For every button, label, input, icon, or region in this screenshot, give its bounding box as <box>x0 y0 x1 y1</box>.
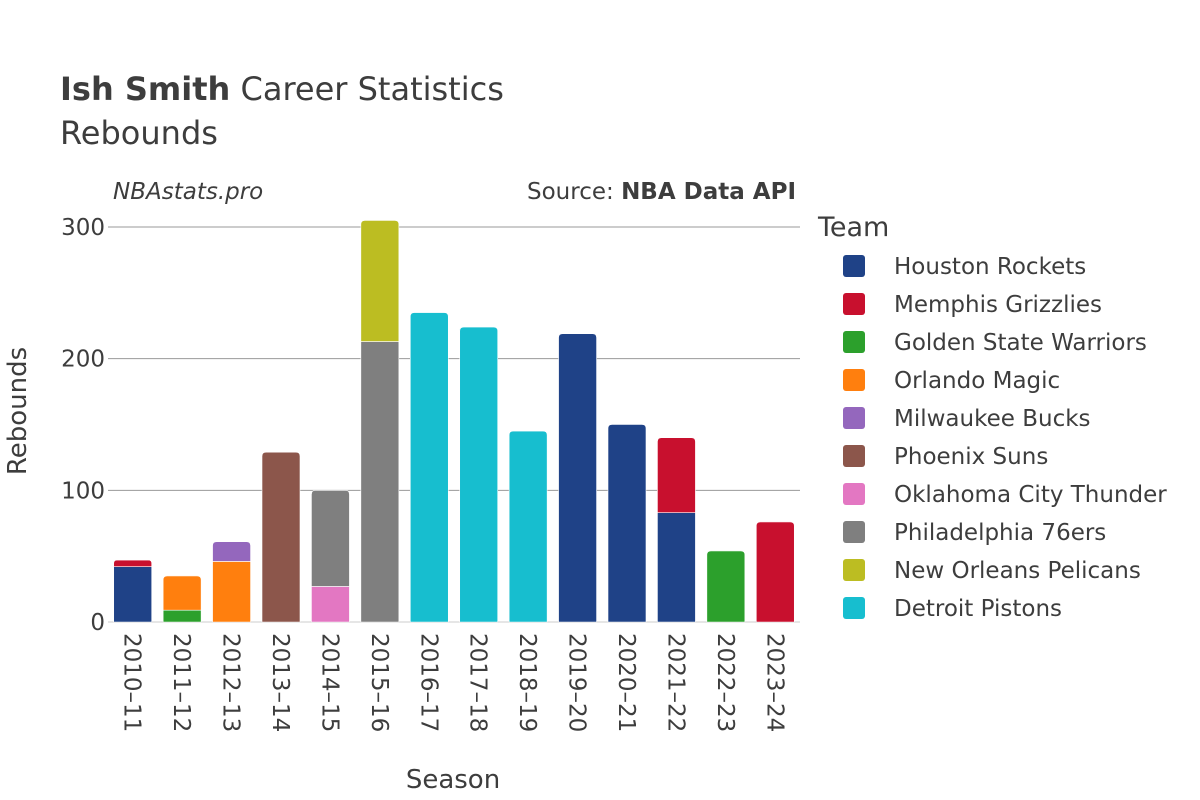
legend-label: Detroit Pistons <box>894 596 1062 622</box>
bar-segment <box>212 561 251 623</box>
x-tick-label: 2021–22 <box>662 633 688 732</box>
x-tick-label: 2019–20 <box>564 633 590 732</box>
legend-label: Philadelphia 76ers <box>894 520 1106 546</box>
source-credit: Source: NBA Data API <box>527 179 796 205</box>
bar-segment <box>311 586 350 623</box>
legend-swatch <box>843 445 865 467</box>
y-tick-label: 200 <box>61 347 105 373</box>
y-tick-label: 100 <box>61 478 105 504</box>
legend-swatch <box>843 255 865 277</box>
site-credit: NBAstats.pro <box>113 179 263 205</box>
bar-segment <box>162 609 202 623</box>
x-tick-label: 2015–16 <box>366 633 392 732</box>
x-axis-title: Season <box>406 765 500 795</box>
legend-swatch <box>843 369 865 391</box>
legend-swatch <box>843 559 865 581</box>
bar-segment <box>113 566 153 623</box>
legend-label: Memphis Grizzlies <box>894 292 1102 318</box>
legend-label: Orlando Magic <box>894 368 1060 394</box>
legend-swatch <box>843 407 865 429</box>
x-tick-label: 2012–13 <box>218 633 244 732</box>
legend-label: Houston Rockets <box>894 254 1086 280</box>
legend: Houston Rockets Memphis Grizzlies Golden S… <box>843 254 1167 622</box>
y-axis-title: Rebounds <box>3 347 33 475</box>
bar-segment <box>311 490 350 587</box>
legend-swatch <box>843 331 865 353</box>
bar-segment <box>706 550 746 623</box>
grid-lines <box>108 226 800 623</box>
bar-segment <box>657 512 696 623</box>
bar-segment <box>261 451 301 623</box>
chart-subtitle: Rebounds <box>60 114 218 152</box>
x-tick-label: 2010–11 <box>119 633 145 732</box>
x-tick-label: 2023–24 <box>761 633 787 732</box>
title-rest: Career Statistics <box>230 70 504 108</box>
bar-segment <box>657 437 696 514</box>
x-tick-label: 2018–19 <box>514 633 540 732</box>
source-name: NBA Data API <box>621 179 796 205</box>
source-prefix: Source: <box>527 179 621 205</box>
title-player: Ish Smith <box>60 70 230 108</box>
x-tick-label: 2020–21 <box>613 633 639 732</box>
chart-title: Ish Smith Career Statistics <box>60 70 504 108</box>
y-tick-label: 300 <box>61 215 105 241</box>
legend-label: Golden State Warriors <box>894 330 1147 356</box>
bar-segment <box>162 575 202 611</box>
legend-swatch <box>843 483 865 505</box>
bar-segment <box>409 312 449 623</box>
bar-segment <box>607 424 647 623</box>
bar-segment <box>755 521 795 623</box>
legend-swatch <box>843 293 865 315</box>
y-tick-labels: 0 100 200 300 <box>61 215 105 636</box>
legend-title: Team <box>817 212 889 243</box>
x-tick-label: 2017–18 <box>465 633 491 732</box>
legend-label: New Orleans Pelicans <box>894 558 1141 584</box>
legend-label: Milwaukee Bucks <box>894 406 1091 432</box>
bar-segment <box>508 430 548 623</box>
x-tick-labels: 2010–11 2011–12 2012–13 2013–14 2014–15 2015–… <box>119 633 788 732</box>
bar-segment <box>360 341 400 623</box>
x-tick-label: 2013–14 <box>267 633 293 732</box>
x-tick-label: 2014–15 <box>316 633 342 732</box>
bar-segment <box>212 541 251 562</box>
bar-segment <box>113 559 153 567</box>
bars <box>113 220 795 623</box>
x-tick-label: 2016–17 <box>415 633 441 732</box>
legend-swatch <box>843 597 865 619</box>
bar-segment <box>459 326 499 623</box>
y-tick-label: 0 <box>90 610 105 636</box>
legend-swatch <box>843 521 865 543</box>
bar-segment <box>558 333 597 623</box>
legend-label: Oklahoma City Thunder <box>894 482 1167 508</box>
legend-label: Phoenix Suns <box>894 444 1048 470</box>
x-tick-label: 2022–23 <box>712 633 738 732</box>
x-tick-label: 2011–12 <box>168 633 194 732</box>
bar-segment <box>360 220 400 342</box>
